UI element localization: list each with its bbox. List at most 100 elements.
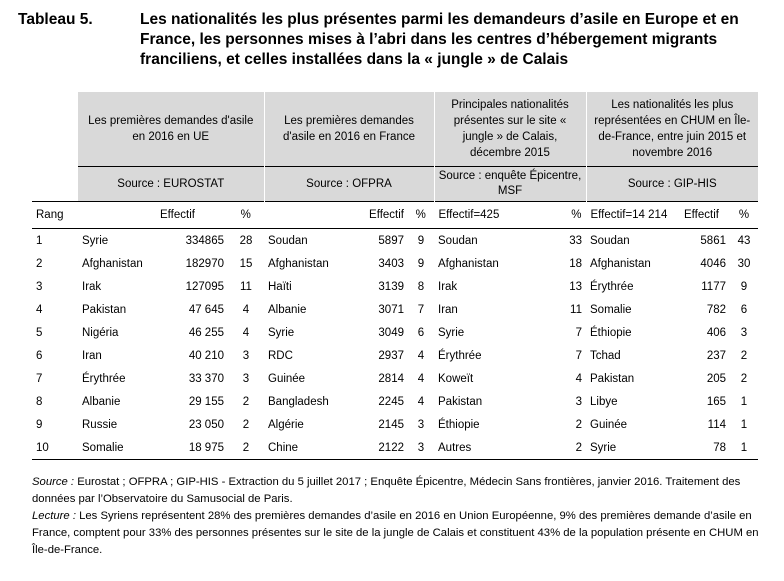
cell-idf-eff: 78 — [680, 436, 730, 460]
group-source-france: Source : OFPRA — [263, 166, 434, 202]
source-text: Eurostat ; OFPRA ; GIP-HIS - Extraction … — [32, 476, 741, 505]
cell-fr-pct: 8 — [417, 280, 425, 293]
cell-cal-country: Soudan — [438, 234, 478, 247]
table-notes: Source : Eurostat ; OFPRA ; GIP-HIS - Ex… — [32, 474, 772, 559]
cell-fr-pct: 4 — [417, 349, 425, 362]
cell-idf-eff: 5861 — [700, 234, 726, 247]
cell-idf-pct: 1 — [730, 436, 758, 460]
cell-ue-country: Russie — [82, 418, 118, 431]
cell-ue-pct: 28 — [239, 234, 253, 247]
table-number: Tableau 5. — [18, 11, 93, 28]
table-row: 5 Nigéria 46 255 4 Syrie 3049 6 Syrie 7 Éthiopie 4… — [32, 321, 758, 344]
table-row: 2 Afghanistan 182970 15 Afghanistan 3403 9 Afgh… — [32, 252, 758, 275]
cell-rang: 7 — [36, 372, 43, 385]
cell-fr-country: Guinée — [268, 372, 306, 385]
cell-fr-country: Algérie — [268, 418, 304, 431]
cell-idf-pct: 1 — [740, 395, 748, 408]
cell-idf-country: Syrie — [586, 436, 680, 460]
cell-fr-pct: 4 — [417, 395, 425, 408]
cell-cal-country: Éthiopie — [438, 418, 480, 431]
column-header: Effectif — [680, 201, 730, 229]
cell-fr-eff: 2937 — [378, 349, 404, 362]
cell-ue-pct: 2 — [228, 436, 264, 460]
cell-idf-eff: 406 — [706, 326, 726, 339]
cell-fr-country: Albanie — [268, 303, 307, 316]
column-header: % — [228, 201, 264, 229]
cell-ue-eff: 47 645 — [188, 303, 224, 316]
cell-fr-eff: 2145 — [378, 418, 404, 431]
cell-idf-country: Pakistan — [590, 372, 635, 385]
cell-fr-country: Haïti — [268, 280, 292, 293]
cell-idf-eff: 4046 — [700, 257, 726, 270]
cell-ue-pct: 3 — [242, 372, 250, 385]
group-source-calais: Source : enquête Épicentre, MSF — [433, 166, 586, 202]
cell-idf-country: Éthiopie — [590, 326, 632, 339]
cell-cal-pct: 13 — [569, 280, 582, 293]
cell-ue-country: Pakistan — [82, 303, 127, 316]
group-heading-calais: Principales nationalités présentes sur l… — [433, 92, 586, 167]
table-row: 8 Albanie 29 155 2 Bangladesh 2245 4 Pakistan 3 L… — [32, 390, 758, 413]
cell-fr-country: Soudan — [268, 234, 308, 247]
cell-ue-pct: 2 — [242, 418, 250, 431]
cell-fr-pct: 9 — [417, 234, 425, 247]
cell-rang: 4 — [36, 303, 43, 316]
lecture-label: Lecture : — [32, 510, 76, 522]
table-row: 4 Pakistan 47 645 4 Albanie 3071 7 Iran 11 Somali… — [32, 298, 758, 321]
cell-ue-eff: 40 210 — [188, 349, 224, 362]
cell-rang: 10 — [32, 436, 78, 460]
table-row: 7 Érythrée 33 370 3 Guinée 2814 4 Koweït 4 Pakist… — [32, 367, 758, 390]
cell-fr-pct: 4 — [417, 372, 425, 385]
cell-ue-eff: 46 255 — [188, 326, 224, 339]
rang-header: Rang — [32, 201, 78, 229]
cell-ue-country: Albanie — [82, 395, 121, 408]
cell-fr-eff: 5897 — [378, 234, 404, 247]
cell-fr-country: Syrie — [268, 326, 295, 339]
cell-cal-country: Érythrée — [438, 349, 482, 362]
cell-cal-country: Afghanistan — [438, 257, 499, 270]
cell-fr-pct: 6 — [417, 326, 425, 339]
cell-idf-eff: 1177 — [701, 280, 726, 293]
cell-ue-pct: 2 — [242, 395, 250, 408]
group-heading-ue: Les premières demandes d'asile en 2016 e… — [78, 92, 264, 167]
cell-cal-pct: 7 — [575, 349, 582, 362]
cell-rang: 9 — [36, 418, 43, 431]
cell-cal-pct: 4 — [575, 372, 582, 385]
cell-fr-country: Bangladesh — [268, 395, 329, 408]
column-header: Effectif=425 — [433, 201, 548, 229]
cell-rang: 5 — [36, 326, 43, 339]
cell-ue-pct: 4 — [242, 326, 250, 339]
cell-idf-pct: 1 — [740, 418, 748, 431]
cell-ue-eff: 334865 — [185, 234, 224, 247]
cell-idf-country: Guinée — [590, 418, 628, 431]
cell-ue-pct: 4 — [242, 303, 250, 316]
cell-idf-pct: 30 — [737, 257, 751, 270]
cell-rang: 2 — [36, 257, 43, 270]
cell-ue-country: Iran — [82, 349, 102, 362]
cell-cal-pct: 2 — [575, 418, 582, 431]
cell-idf-country: Érythrée — [590, 280, 634, 293]
cell-ue-country: Érythrée — [82, 372, 126, 385]
cell-fr-country: Chine — [264, 436, 346, 460]
nationalities-table: Les premières demandes d'asile en 2016 e… — [32, 92, 758, 460]
cell-ue-pct: 11 — [240, 280, 252, 293]
cell-fr-eff: 3139 — [378, 280, 404, 293]
cell-fr-pct: 3 — [417, 418, 425, 431]
cell-ue-country: Afghanistan — [82, 257, 143, 270]
cell-idf-eff: 237 — [706, 349, 726, 362]
cell-idf-country: Somalie — [590, 303, 632, 316]
cell-idf-pct: 3 — [740, 326, 748, 339]
column-header: Effectif — [156, 201, 228, 229]
cell-idf-eff: 114 — [707, 418, 726, 431]
cell-rang: 8 — [36, 395, 43, 408]
group-heading-france: Les premières demandes d'asile en 2016 e… — [263, 92, 434, 167]
cell-fr-eff: 3403 — [378, 257, 404, 270]
cell-idf-eff: 205 — [706, 372, 726, 385]
lecture-note: Lecture : Les Syriens représentent 28% d… — [32, 508, 772, 559]
cell-fr-pct: 3 — [408, 436, 434, 460]
cell-cal-pct: 2 — [548, 436, 586, 460]
column-header: % — [548, 201, 586, 229]
cell-rang: 6 — [36, 349, 43, 362]
cell-ue-eff: 127095 — [185, 280, 224, 293]
cell-idf-country: Libye — [590, 395, 618, 408]
cell-ue-eff: 182970 — [185, 257, 224, 270]
